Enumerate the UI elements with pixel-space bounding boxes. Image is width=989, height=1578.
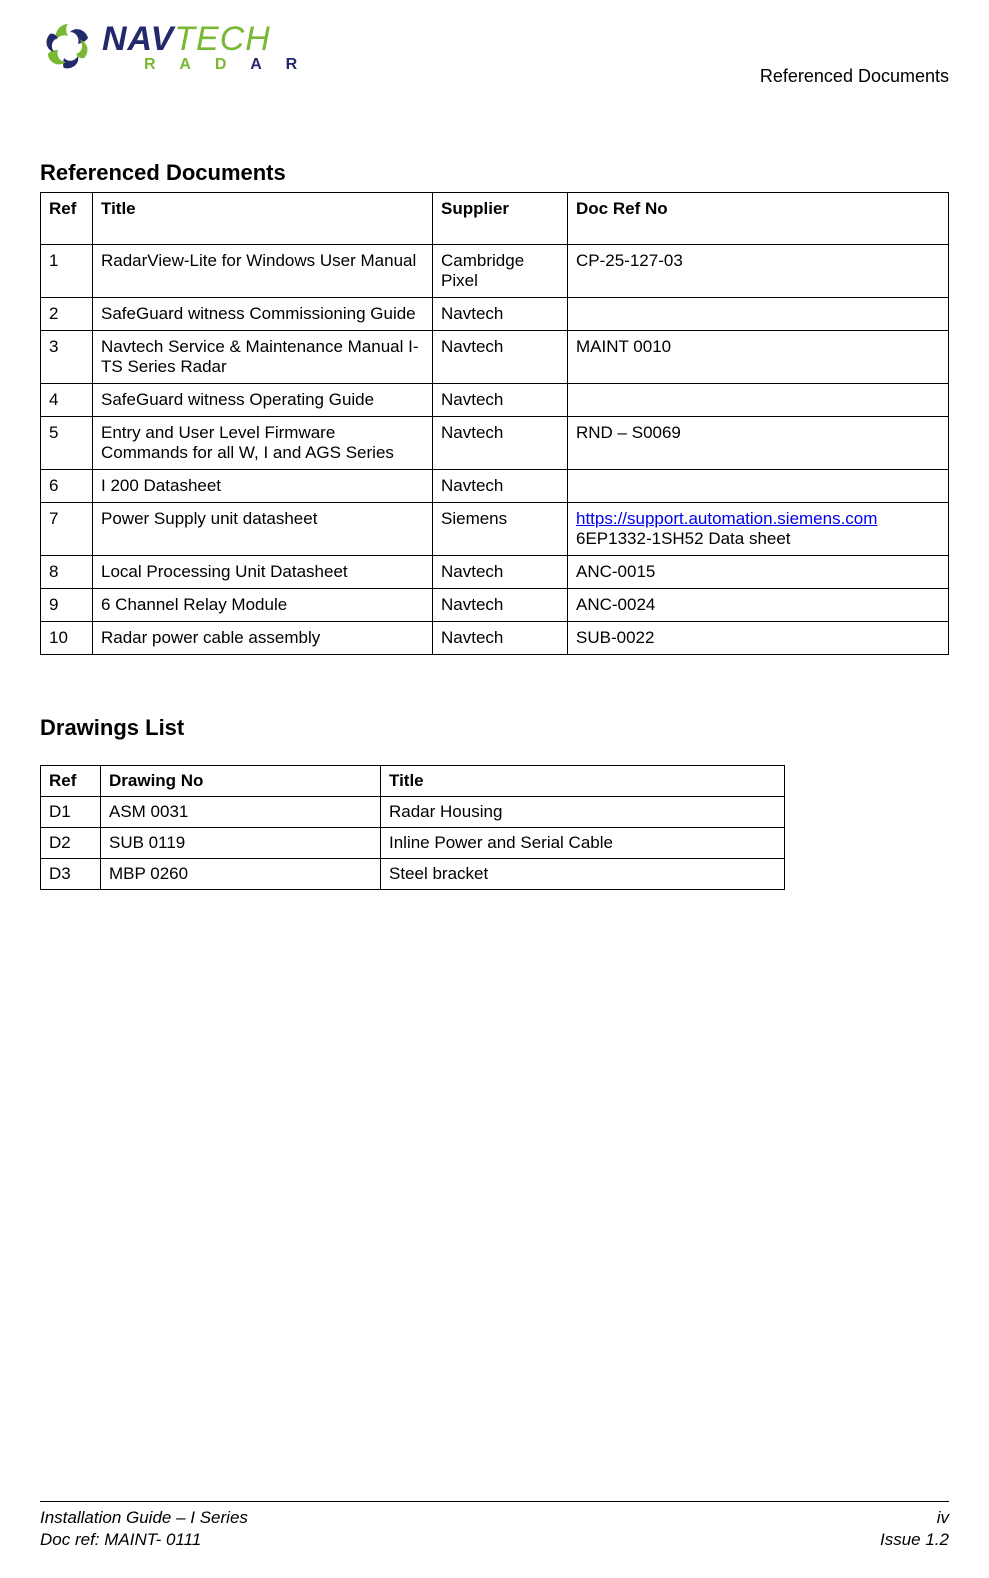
cell-ref: 7 bbox=[41, 503, 93, 556]
cell-title: SafeGuard witness Commissioning Guide bbox=[93, 298, 433, 331]
cell-ref: D2 bbox=[41, 828, 101, 859]
cell-ref: 9 bbox=[41, 589, 93, 622]
cell-title: Entry and User Level Firmware Commands f… bbox=[93, 417, 433, 470]
cell-supplier: Siemens bbox=[433, 503, 568, 556]
footer-left-2: Doc ref: MAINT- 0111 bbox=[40, 1530, 201, 1550]
cell-title: Radar Housing bbox=[381, 797, 785, 828]
table-row: D3MBP 0260Steel bracket bbox=[41, 859, 785, 890]
cell-supplier: Navtech bbox=[433, 331, 568, 384]
cell-docref: CP-25-127-03 bbox=[568, 245, 949, 298]
cell-ref: 4 bbox=[41, 384, 93, 417]
footer-rule bbox=[40, 1501, 949, 1502]
cell-supplier: Navtech bbox=[433, 556, 568, 589]
footer-right-2: Issue 1.2 bbox=[880, 1530, 949, 1550]
cell-docref bbox=[568, 298, 949, 331]
cell-supplier: Navtech bbox=[433, 622, 568, 655]
logo-ar: A R bbox=[250, 56, 307, 73]
table-row: 7Power Supply unit datasheetSiemenshttps… bbox=[41, 503, 949, 556]
header: NAVTECH R A D A R Referenced Documents bbox=[40, 10, 949, 90]
docref-extra: 6EP1332-1SH52 Data sheet bbox=[576, 529, 791, 548]
table-row: 96 Channel Relay ModuleNavtechANC-0024 bbox=[41, 589, 949, 622]
cell-supplier: Cambridge Pixel bbox=[433, 245, 568, 298]
cell-drawing-no: ASM 0031 bbox=[101, 797, 381, 828]
col-no: Drawing No bbox=[101, 766, 381, 797]
table-row: 4SafeGuard witness Operating GuideNavtec… bbox=[41, 384, 949, 417]
cell-docref bbox=[568, 470, 949, 503]
table-row: 2SafeGuard witness Commissioning GuideNa… bbox=[41, 298, 949, 331]
cell-title: SafeGuard witness Operating Guide bbox=[93, 384, 433, 417]
cell-title: RadarView-Lite for Windows User Manual bbox=[93, 245, 433, 298]
table-header-row: Ref Title Supplier Doc Ref No bbox=[41, 193, 949, 245]
cell-ref: 8 bbox=[41, 556, 93, 589]
cell-supplier: Navtech bbox=[433, 589, 568, 622]
cell-title: Power Supply unit datasheet bbox=[93, 503, 433, 556]
cell-ref: D3 bbox=[41, 859, 101, 890]
table-row: 1RadarView-Lite for Windows User ManualC… bbox=[41, 245, 949, 298]
cell-supplier: Navtech bbox=[433, 384, 568, 417]
swirl-icon bbox=[40, 18, 96, 74]
cell-title: Steel bracket bbox=[381, 859, 785, 890]
cell-title: I 200 Datasheet bbox=[93, 470, 433, 503]
cell-docref: ANC-0024 bbox=[568, 589, 949, 622]
cell-docref: MAINT 0010 bbox=[568, 331, 949, 384]
logo-subtext: R A D A R bbox=[144, 56, 307, 74]
footer-row-1: Installation Guide – I Series iv bbox=[40, 1508, 949, 1528]
table-row: 5Entry and User Level Firmware Commands … bbox=[41, 417, 949, 470]
cell-supplier: Navtech bbox=[433, 298, 568, 331]
cell-title: Inline Power and Serial Cable bbox=[381, 828, 785, 859]
table-row: D2SUB 0119Inline Power and Serial Cable bbox=[41, 828, 785, 859]
col-title: Title bbox=[93, 193, 433, 245]
cell-docref: RND – S0069 bbox=[568, 417, 949, 470]
table-row: 6I 200 DatasheetNavtech bbox=[41, 470, 949, 503]
cell-ref: 1 bbox=[41, 245, 93, 298]
col-ref: Ref bbox=[41, 766, 101, 797]
section-title-refdocs: Referenced Documents bbox=[40, 160, 949, 186]
cell-title: Local Processing Unit Datasheet bbox=[93, 556, 433, 589]
cell-ref: D1 bbox=[41, 797, 101, 828]
cell-ref: 10 bbox=[41, 622, 93, 655]
cell-docref: ANC-0015 bbox=[568, 556, 949, 589]
cell-ref: 6 bbox=[41, 470, 93, 503]
table-row: 8Local Processing Unit DatasheetNavtechA… bbox=[41, 556, 949, 589]
cell-docref: SUB-0022 bbox=[568, 622, 949, 655]
cell-docref: https://support.automation.siemens.com6E… bbox=[568, 503, 949, 556]
logo-rad: R A D bbox=[144, 56, 236, 73]
page: NAVTECH R A D A R Referenced Documents R… bbox=[0, 0, 989, 1578]
drawings-table: Ref Drawing No Title D1ASM 0031Radar Hou… bbox=[40, 765, 785, 890]
cell-docref bbox=[568, 384, 949, 417]
cell-ref: 5 bbox=[41, 417, 93, 470]
cell-ref: 2 bbox=[41, 298, 93, 331]
table-row: D1ASM 0031Radar Housing bbox=[41, 797, 785, 828]
table-header-row: Ref Drawing No Title bbox=[41, 766, 785, 797]
col-supplier: Supplier bbox=[433, 193, 568, 245]
logo-text: NAVTECH bbox=[102, 20, 271, 59]
table-row: 10Radar power cable assemblyNavtechSUB-0… bbox=[41, 622, 949, 655]
footer-row-2: Doc ref: MAINT- 0111 Issue 1.2 bbox=[40, 1530, 949, 1550]
section-title-drawings: Drawings List bbox=[40, 715, 949, 741]
cell-supplier: Navtech bbox=[433, 470, 568, 503]
logo-nav: NAV bbox=[102, 20, 174, 58]
header-section-label: Referenced Documents bbox=[760, 66, 949, 87]
logo-tech: TECH bbox=[174, 20, 271, 58]
logo: NAVTECH R A D A R bbox=[40, 10, 340, 90]
col-title: Title bbox=[381, 766, 785, 797]
cell-title: Navtech Service & Maintenance Manual I-T… bbox=[93, 331, 433, 384]
cell-title: Radar power cable assembly bbox=[93, 622, 433, 655]
col-ref: Ref bbox=[41, 193, 93, 245]
col-docref: Doc Ref No bbox=[568, 193, 949, 245]
cell-supplier: Navtech bbox=[433, 417, 568, 470]
cell-drawing-no: SUB 0119 bbox=[101, 828, 381, 859]
footer-left-1: Installation Guide – I Series bbox=[40, 1508, 248, 1528]
referenced-documents-table: Ref Title Supplier Doc Ref No 1RadarView… bbox=[40, 192, 949, 655]
cell-drawing-no: MBP 0260 bbox=[101, 859, 381, 890]
table-row: 3Navtech Service & Maintenance Manual I-… bbox=[41, 331, 949, 384]
cell-title: 6 Channel Relay Module bbox=[93, 589, 433, 622]
docref-link[interactable]: https://support.automation.siemens.com bbox=[576, 509, 877, 528]
footer-right-1: iv bbox=[937, 1508, 949, 1528]
footer: Installation Guide – I Series iv Doc ref… bbox=[40, 1501, 949, 1550]
cell-ref: 3 bbox=[41, 331, 93, 384]
